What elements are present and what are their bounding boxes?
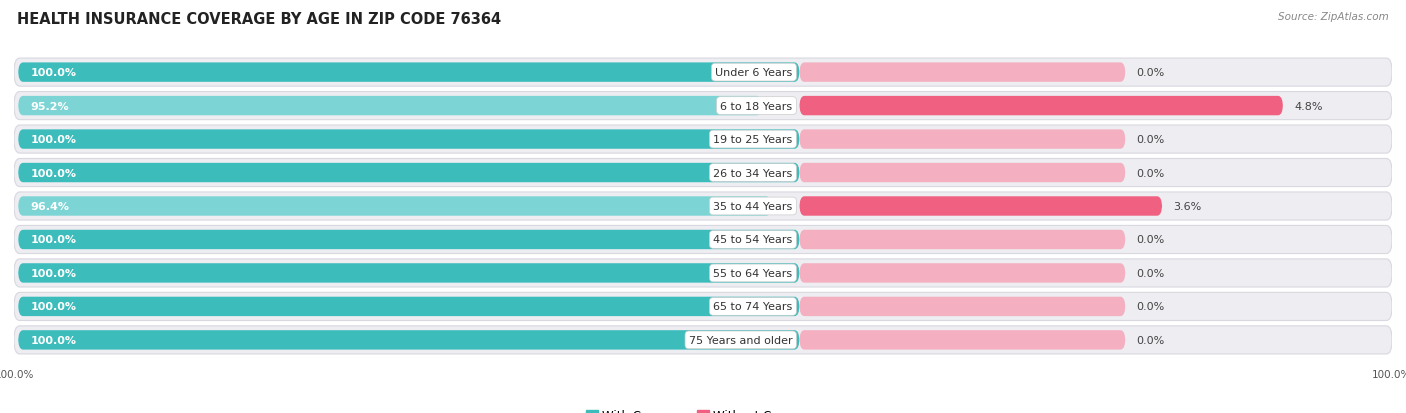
FancyBboxPatch shape [800,197,1161,216]
Text: 65 to 74 Years: 65 to 74 Years [713,301,793,312]
FancyBboxPatch shape [14,159,1392,187]
Text: 100.0%: 100.0% [31,68,76,78]
Text: 100.0%: 100.0% [31,168,76,178]
Text: 0.0%: 0.0% [1136,301,1164,312]
Text: 0.0%: 0.0% [1136,268,1164,278]
FancyBboxPatch shape [800,230,1125,249]
FancyBboxPatch shape [800,263,1125,283]
FancyBboxPatch shape [800,130,1125,150]
FancyBboxPatch shape [14,92,1392,120]
Text: 0.0%: 0.0% [1136,135,1164,145]
FancyBboxPatch shape [14,293,1392,321]
Legend: With Coverage, Without Coverage: With Coverage, Without Coverage [581,404,825,413]
FancyBboxPatch shape [800,297,1125,316]
FancyBboxPatch shape [18,97,762,116]
FancyBboxPatch shape [18,164,800,183]
FancyBboxPatch shape [14,226,1392,254]
Text: 0.0%: 0.0% [1136,168,1164,178]
FancyBboxPatch shape [18,230,800,249]
Text: 100.0%: 100.0% [31,135,76,145]
Text: 75 Years and older: 75 Years and older [689,335,793,345]
Text: 100.0%: 100.0% [31,268,76,278]
FancyBboxPatch shape [18,297,800,316]
Text: 45 to 54 Years: 45 to 54 Years [713,235,793,245]
FancyBboxPatch shape [18,63,800,83]
Text: Under 6 Years: Under 6 Years [716,68,793,78]
FancyBboxPatch shape [14,126,1392,154]
Text: HEALTH INSURANCE COVERAGE BY AGE IN ZIP CODE 76364: HEALTH INSURANCE COVERAGE BY AGE IN ZIP … [17,12,501,27]
FancyBboxPatch shape [18,130,800,150]
Text: 100.0%: 100.0% [31,335,76,345]
Text: 55 to 64 Years: 55 to 64 Years [713,268,793,278]
FancyBboxPatch shape [14,326,1392,354]
Text: 0.0%: 0.0% [1136,68,1164,78]
FancyBboxPatch shape [18,330,800,350]
Text: 19 to 25 Years: 19 to 25 Years [713,135,793,145]
Text: 26 to 34 Years: 26 to 34 Years [713,168,793,178]
Text: 6 to 18 Years: 6 to 18 Years [720,101,793,112]
Text: 96.4%: 96.4% [31,202,69,211]
Text: 100.0%: 100.0% [31,235,76,245]
Text: 3.6%: 3.6% [1173,202,1201,211]
FancyBboxPatch shape [800,63,1125,83]
FancyBboxPatch shape [18,263,800,283]
FancyBboxPatch shape [800,164,1125,183]
FancyBboxPatch shape [14,59,1392,87]
Text: 4.8%: 4.8% [1294,101,1323,112]
Text: 95.2%: 95.2% [31,101,69,112]
Text: Source: ZipAtlas.com: Source: ZipAtlas.com [1278,12,1389,22]
FancyBboxPatch shape [800,97,1282,116]
Text: 100.0%: 100.0% [31,301,76,312]
Text: 0.0%: 0.0% [1136,335,1164,345]
FancyBboxPatch shape [800,330,1125,350]
FancyBboxPatch shape [14,259,1392,287]
Text: 0.0%: 0.0% [1136,235,1164,245]
Text: 35 to 44 Years: 35 to 44 Years [713,202,793,211]
FancyBboxPatch shape [18,197,770,216]
FancyBboxPatch shape [14,192,1392,221]
